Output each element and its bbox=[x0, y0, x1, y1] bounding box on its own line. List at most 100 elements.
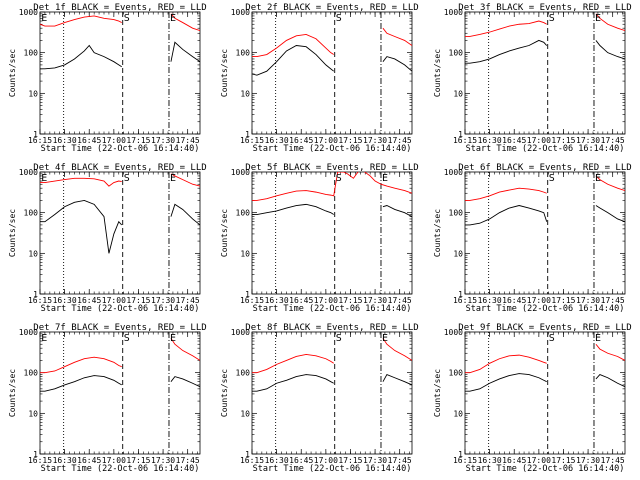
x-tick-label: 16:15 bbox=[453, 296, 477, 305]
x-tick-label: 17:45 bbox=[176, 456, 200, 465]
y-tick-label: 10 bbox=[28, 409, 38, 418]
x-tick-label: 17:00 bbox=[527, 296, 551, 305]
series-line-events bbox=[252, 373, 412, 392]
x-tick-label: 17:00 bbox=[314, 456, 338, 465]
marker-e: E bbox=[41, 13, 47, 24]
series-line-lld bbox=[465, 343, 625, 374]
y-tick-label: 100 bbox=[236, 209, 251, 218]
y-tick-label: 100 bbox=[236, 369, 251, 378]
y-tick-label: 1000 bbox=[231, 328, 250, 337]
y-tick-label: 1 bbox=[458, 290, 463, 299]
panel-title: Det 1f BLACK = Events, RED = LLD bbox=[33, 3, 206, 13]
marker-e: E bbox=[595, 333, 601, 344]
y-axis-label: Counts/sec bbox=[8, 49, 17, 97]
y-tick-label: 1 bbox=[245, 450, 250, 459]
y-tick-label: 1000 bbox=[444, 168, 463, 177]
series-line-lld bbox=[40, 173, 200, 187]
x-tick-label: 17:15 bbox=[551, 456, 575, 465]
x-tick-label: 16:30 bbox=[53, 296, 77, 305]
x-tick-label: 16:45 bbox=[502, 456, 526, 465]
x-tick-label: 17:30 bbox=[363, 296, 387, 305]
marker-s: S bbox=[124, 13, 130, 24]
marker-e: E bbox=[595, 173, 601, 184]
y-axis-label: Counts/sec bbox=[433, 209, 442, 257]
plot-frame bbox=[251, 11, 413, 135]
x-tick-label: 17:00 bbox=[314, 136, 338, 145]
plot-frame bbox=[251, 331, 413, 455]
x-tick-label: 16:45 bbox=[502, 296, 526, 305]
series-line-lld bbox=[465, 13, 625, 37]
panel-det-9: Det 9f BLACK = Events, RED = LLD 1 10 100 10… bbox=[433, 323, 632, 474]
x-tick-label: 16:30 bbox=[265, 296, 289, 305]
plot-frame bbox=[464, 331, 626, 455]
x-tick-label: 16:15 bbox=[240, 456, 264, 465]
x-tick-label: 16:15 bbox=[240, 136, 264, 145]
marker-s: S bbox=[549, 13, 555, 24]
marker-e: E bbox=[170, 13, 176, 24]
marker-s: S bbox=[336, 173, 342, 184]
x-tick-label: 17:45 bbox=[601, 136, 625, 145]
x-tick-label: 16:45 bbox=[502, 136, 526, 145]
y-axis-label: Counts/sec bbox=[433, 369, 442, 417]
y-tick-label: 100 bbox=[24, 49, 39, 58]
y-tick-label: 1000 bbox=[231, 8, 250, 17]
series-line-events bbox=[40, 375, 200, 392]
x-axis-label: Start Time (22-Oct-06 16:14:40) bbox=[466, 304, 625, 314]
x-tick-label: 17:45 bbox=[176, 296, 200, 305]
y-axis-label: Counts/sec bbox=[8, 369, 17, 417]
y-axis-label: Counts/sec bbox=[220, 369, 229, 417]
x-axis-label: Start Time (22-Oct-06 16:14:40) bbox=[253, 304, 412, 314]
marker-e: E bbox=[41, 333, 47, 344]
y-tick-label: 100 bbox=[24, 209, 39, 218]
x-tick-label: 16:15 bbox=[28, 456, 52, 465]
x-tick-label: 17:45 bbox=[388, 136, 412, 145]
y-tick-label: 1 bbox=[245, 290, 250, 299]
x-axis-label: Start Time (22-Oct-06 16:14:40) bbox=[466, 464, 625, 474]
marker-e: E bbox=[382, 333, 388, 344]
x-tick-label: 16:15 bbox=[28, 296, 52, 305]
x-tick-label: 17:15 bbox=[338, 136, 362, 145]
marker-s: S bbox=[124, 173, 130, 184]
panel-title: Det 2f BLACK = Events, RED = LLD bbox=[245, 3, 418, 13]
panel-det-2: Det 2f BLACK = Events, RED = LLD 1 10 100 10… bbox=[220, 3, 419, 154]
y-tick-label: 10 bbox=[28, 249, 38, 258]
marker-e: E bbox=[382, 173, 388, 184]
y-tick-label: 10 bbox=[240, 89, 250, 98]
y-tick-label: 10 bbox=[240, 409, 250, 418]
x-tick-label: 16:30 bbox=[53, 456, 77, 465]
series-line-lld bbox=[40, 13, 200, 31]
plot-frame bbox=[464, 11, 626, 135]
series-line-lld bbox=[252, 27, 412, 58]
panel-det-5: Det 5f BLACK = Events, RED = LLD 1 10 100 10… bbox=[220, 163, 419, 314]
x-axis-label: Start Time (22-Oct-06 16:14:40) bbox=[41, 464, 200, 474]
y-tick-label: 1 bbox=[33, 450, 38, 459]
panel-title: Det 8f BLACK = Events, RED = LLD bbox=[245, 323, 418, 333]
series-line-events bbox=[40, 199, 200, 254]
plot-frame bbox=[39, 171, 201, 295]
x-tick-label: 17:15 bbox=[126, 296, 150, 305]
x-tick-label: 17:15 bbox=[126, 456, 150, 465]
marker-s: S bbox=[336, 333, 342, 344]
series-line-lld bbox=[465, 175, 625, 201]
y-tick-label: 1 bbox=[245, 130, 250, 139]
series-line-lld bbox=[40, 338, 200, 374]
x-tick-label: 17:00 bbox=[527, 136, 551, 145]
y-tick-label: 1 bbox=[458, 130, 463, 139]
y-tick-label: 100 bbox=[236, 49, 251, 58]
x-tick-label: 16:15 bbox=[453, 456, 477, 465]
panel-title: Det 3f BLACK = Events, RED = LLD bbox=[458, 3, 631, 13]
x-axis-label: Start Time (22-Oct-06 16:14:40) bbox=[253, 144, 412, 154]
marker-s: S bbox=[549, 173, 555, 184]
series-line-events bbox=[465, 39, 625, 64]
panel-title: Det 6f BLACK = Events, RED = LLD bbox=[458, 163, 631, 173]
panel-det-7: Det 7f BLACK = Events, RED = LLD 1 10 100 10… bbox=[8, 323, 207, 474]
x-tick-label: 16:30 bbox=[265, 136, 289, 145]
series-line-events bbox=[465, 373, 625, 392]
x-tick-label: 16:45 bbox=[289, 456, 313, 465]
x-tick-label: 17:00 bbox=[102, 136, 126, 145]
marker-s: S bbox=[124, 333, 130, 344]
x-axis-label: Start Time (22-Oct-06 16:14:40) bbox=[466, 144, 625, 154]
y-tick-label: 1 bbox=[33, 290, 38, 299]
series-line-events bbox=[252, 203, 412, 218]
x-tick-label: 17:00 bbox=[102, 456, 126, 465]
